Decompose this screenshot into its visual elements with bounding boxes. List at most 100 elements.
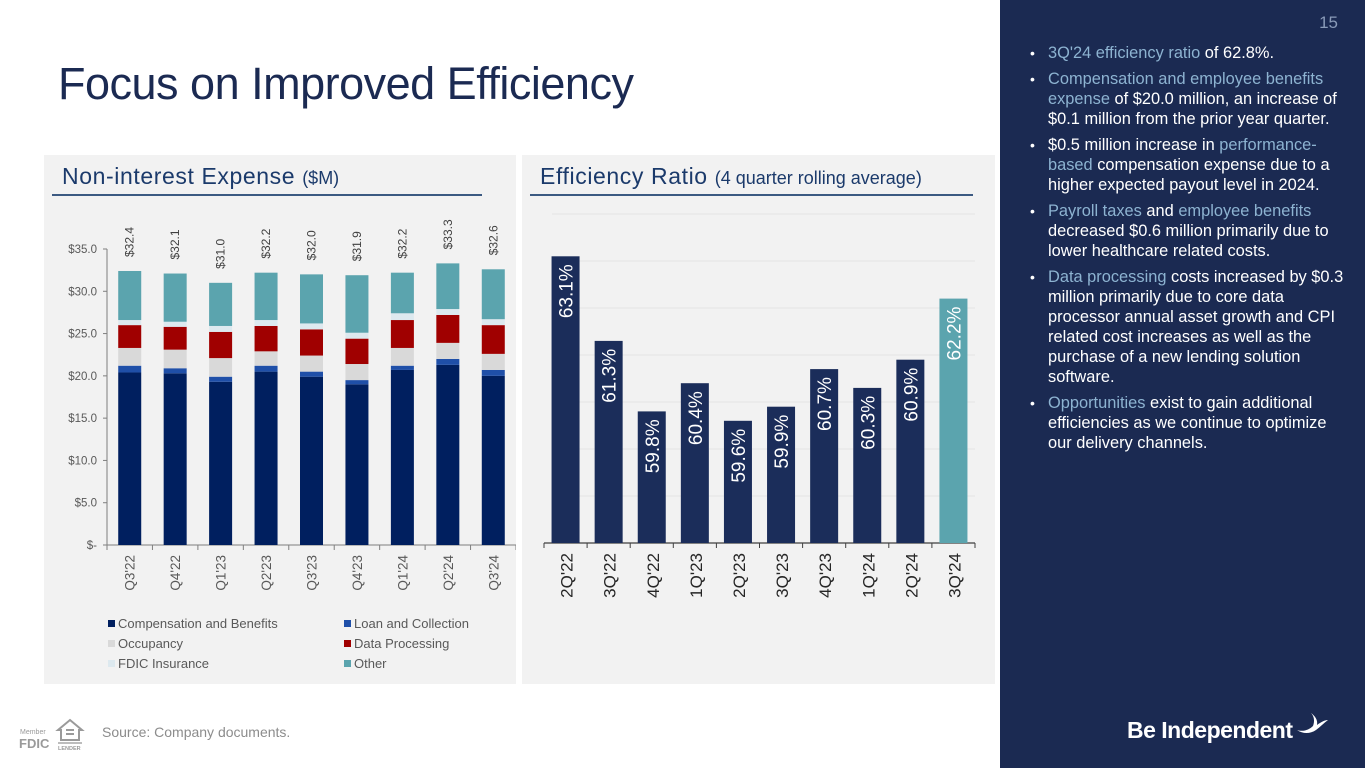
- non-interest-expense-panel: Non-interest Expense ($M) $- $5.0 $10.0 $15…: [44, 155, 516, 684]
- bullet-item: 3Q'24 efficiency ratio of 62.8%.: [1030, 43, 1350, 63]
- x-tick-label: Q4'23: [350, 555, 365, 591]
- source-note: Source: Company documents.: [102, 724, 291, 740]
- bar-segment-data-processing: [254, 325, 278, 352]
- ratio-bar: [680, 383, 709, 543]
- bar-segment-fdic-insurance: [300, 323, 323, 330]
- bar-segment-fdic-insurance: [345, 332, 369, 339]
- data-label: 59.8%: [643, 419, 664, 473]
- expense-legend: Compensation and Benefits Loan and Collec…: [108, 615, 508, 671]
- data-label: 59.9%: [772, 415, 793, 469]
- bar-segment-other: [390, 272, 414, 314]
- ratio-bar: [810, 369, 839, 543]
- data-label: 63.1%: [557, 264, 578, 318]
- bar-segment-loan-and-collection: [254, 365, 278, 372]
- x-tick-label: 3Q'23: [773, 553, 792, 598]
- page-number: 15: [1319, 13, 1338, 32]
- legend-item: Compensation and Benefits: [108, 615, 344, 631]
- panel-title-rule: [52, 194, 482, 196]
- bar-segment-loan-and-collection: [390, 365, 414, 370]
- y-tick-label: $35.0: [68, 244, 97, 256]
- commentary-sidebar: 15 3Q'24 efficiency ratio of 62.8%. Compe…: [1000, 0, 1365, 768]
- bar-segment-occupancy: [436, 342, 460, 359]
- legend-label: Loan and Collection: [354, 615, 469, 631]
- total-label: $32.2: [259, 228, 273, 258]
- bar-segment-compensation-and-benefits: [436, 364, 460, 545]
- x-tick-label: Q1'24: [395, 555, 410, 591]
- bar-segment-data-processing: [481, 325, 505, 354]
- bar-segment-fdic-insurance: [118, 320, 142, 326]
- bar-segment-occupancy: [481, 353, 505, 370]
- x-tick-label: 1Q'23: [687, 553, 706, 598]
- bullet-text: exist to gain additional efficiencies as…: [1048, 394, 1327, 452]
- panel-title-main: Non-interest Expense: [62, 163, 296, 189]
- ratio-bar: [896, 359, 925, 543]
- legend-swatch: [108, 659, 115, 667]
- fdic-member-text: Member: [20, 729, 46, 736]
- data-label: 60.3%: [858, 396, 879, 450]
- fdic-text: FDIC: [19, 736, 50, 751]
- y-tick-label: $25.0: [68, 329, 97, 341]
- panel-title: Non-interest Expense ($M): [62, 163, 339, 190]
- y-tick-label: $15.0: [68, 413, 97, 425]
- bar-segment-occupancy: [390, 347, 414, 366]
- y-tick-label: $30.0: [68, 286, 97, 298]
- bar-segment-loan-and-collection: [118, 365, 142, 373]
- legend-item: Occupancy: [108, 635, 344, 651]
- panel-title-rule: [530, 194, 973, 196]
- bar-segment-data-processing: [390, 320, 414, 348]
- legend-swatch: [108, 639, 115, 647]
- x-tick-label: Q3'24: [486, 555, 501, 591]
- x-tick-label: Q1'23: [214, 555, 229, 591]
- bar-segment-occupancy: [209, 358, 233, 377]
- x-tick-label: Q2'24: [441, 555, 456, 591]
- bar-segment-compensation-and-benefits: [481, 375, 505, 545]
- bullet-item: Compensation and employee benefits expen…: [1030, 69, 1350, 129]
- legend-swatch: [344, 619, 351, 627]
- bar-segment-other: [436, 263, 460, 310]
- highlighted-text: Opportunities: [1048, 394, 1146, 412]
- bar-segment-fdic-insurance: [254, 320, 278, 326]
- bar-segment-loan-and-collection: [481, 369, 505, 376]
- x-tick-label: Q3'23: [305, 555, 320, 591]
- bullet-text: decreased $0.6 million primarily due to …: [1048, 222, 1329, 260]
- bar-segment-other: [481, 269, 505, 320]
- bar-segment-data-processing: [209, 331, 233, 359]
- bar-segment-fdic-insurance: [481, 319, 505, 326]
- commentary-bullets: 3Q'24 efficiency ratio of 62.8%. Compensa…: [1030, 43, 1350, 459]
- total-label: $32.1: [168, 229, 182, 259]
- bar-segment-other: [163, 273, 187, 322]
- bullet-text: and: [1141, 202, 1179, 220]
- bullet-text: $0.5 million increase in: [1048, 136, 1220, 154]
- highlighted-text: Data processing: [1048, 268, 1167, 286]
- legend-item: Loan and Collection: [344, 615, 504, 631]
- panel-title-unit: ($M): [302, 168, 340, 188]
- bar-segment-loan-and-collection: [436, 358, 460, 365]
- bar-segment-fdic-insurance: [209, 325, 233, 332]
- bar-segment-compensation-and-benefits: [209, 381, 233, 545]
- total-label: $31.9: [350, 231, 364, 261]
- non-interest-expense-chart: $- $5.0 $10.0 $15.0 $20.0 $25.0 $30.0 $35.0 $32.…: [68, 219, 516, 591]
- brand-text: Be Independent: [1127, 717, 1293, 743]
- bullet-item: Data processing costs increased by $0.3 …: [1030, 267, 1350, 387]
- bar-segment-occupancy: [118, 347, 142, 366]
- bar-segment-fdic-insurance: [390, 313, 414, 321]
- x-tick-label: 4Q'22: [644, 553, 663, 598]
- bar-segment-occupancy: [300, 355, 323, 372]
- equal-housing-icon: LENDER: [55, 718, 85, 752]
- x-tick-label: Q4'22: [168, 555, 183, 591]
- bullet-item: Payroll taxes and employee benefits decr…: [1030, 201, 1350, 261]
- total-label: $32.4: [123, 227, 137, 257]
- brand-logo: Be Independent: [1127, 712, 1329, 744]
- highlighted-text: employee benefits: [1178, 202, 1312, 220]
- total-label: $33.3: [441, 219, 455, 249]
- bar-segment-data-processing: [300, 329, 323, 356]
- legend-label: FDIC Insurance: [118, 655, 210, 671]
- ratio-bar: [853, 387, 882, 543]
- legend-label: Other: [354, 655, 387, 671]
- bar-segment-occupancy: [345, 364, 369, 381]
- bar-segment-data-processing: [163, 326, 187, 350]
- bar-segment-occupancy: [254, 351, 278, 366]
- total-label: $31.0: [214, 238, 228, 268]
- y-tick-label: $10.0: [68, 455, 97, 467]
- x-tick-label: 4Q'23: [816, 553, 835, 598]
